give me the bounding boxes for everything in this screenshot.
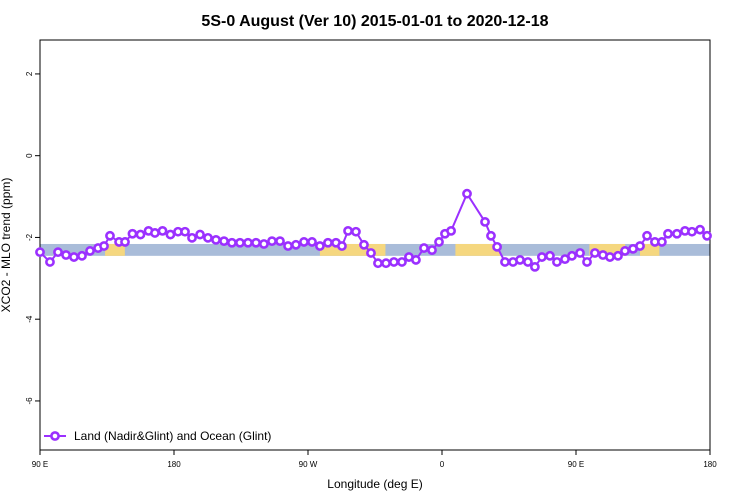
data-point: [530, 261, 540, 272]
data-point: [515, 255, 525, 265]
data-point: [195, 229, 205, 240]
data-point: [259, 239, 269, 249]
y-tick-label: -2: [25, 233, 34, 241]
data-point: [419, 243, 429, 253]
data-point: [486, 230, 496, 241]
data-point: [120, 237, 130, 247]
data-point: [389, 257, 399, 267]
y-tick-label: -6: [25, 397, 34, 405]
legend-entry: Land (Nadir&Glint) and Ocean (Glint): [44, 429, 271, 443]
data-point: [135, 229, 146, 240]
data-point: [663, 228, 673, 239]
land-span: [319, 243, 386, 256]
data-point: [687, 226, 697, 237]
data-point: [567, 250, 577, 261]
x-tick-label: 90 E: [32, 460, 48, 469]
y-tick-label: -4: [25, 315, 34, 323]
data-point: [590, 248, 600, 258]
data-point: [187, 232, 197, 243]
data-point: [635, 241, 645, 251]
data-point: [99, 241, 109, 251]
data-point: [315, 241, 325, 251]
data-point: [446, 225, 456, 236]
chart-title: 5S-0 August (Ver 10) 2015-01-01 to 2020-…: [201, 13, 548, 30]
x-tick-label: 90 W: [299, 460, 318, 469]
data-point: [500, 257, 510, 267]
data-point: [427, 245, 437, 256]
data-point: [283, 241, 293, 251]
data-point: [351, 226, 361, 237]
data-point: [492, 241, 502, 252]
y-axis-label: XCO2 - MLO trend (ppm): [0, 178, 13, 313]
data-point: [251, 237, 261, 248]
data-point: [150, 228, 160, 238]
data-point: [523, 257, 533, 267]
data-point: [165, 229, 176, 240]
data-point: [366, 248, 376, 258]
legend-marker: [50, 431, 60, 441]
data-point: [411, 255, 421, 265]
data-point: [127, 228, 138, 239]
data-point: [545, 250, 555, 261]
data-point: [337, 241, 347, 251]
x-tick-label: 180: [167, 460, 181, 469]
land-span: [589, 243, 626, 256]
data-point: [53, 247, 63, 258]
data-point: [157, 225, 168, 236]
data-point: [462, 188, 472, 199]
data-point: [480, 217, 490, 227]
data-point: [267, 236, 277, 247]
data-point: [180, 226, 190, 237]
legend-label: Land (Nadir&Glint) and Ocean (Glint): [74, 429, 271, 443]
data-point: [105, 230, 115, 241]
x-axis-label: Longitude (deg E): [327, 477, 422, 491]
data-point: [575, 248, 585, 258]
data-point: [702, 230, 712, 241]
data-point: [672, 228, 682, 239]
data-point: [243, 237, 253, 248]
data-point: [605, 252, 615, 262]
data-point: [695, 224, 705, 235]
data-point: [323, 237, 333, 248]
data-point: [69, 252, 79, 262]
data-point: [620, 246, 630, 256]
data-point: [85, 246, 95, 256]
data-point: [613, 250, 623, 261]
data-point: [235, 237, 245, 248]
x-tick-label: 0: [440, 460, 445, 469]
data-point: [657, 237, 667, 247]
data-point: [434, 237, 444, 247]
data-point: [35, 247, 45, 258]
data-point: [275, 236, 285, 247]
data-point: [397, 257, 407, 267]
data-point: [227, 237, 237, 248]
data-point: [359, 239, 369, 250]
data-point: [61, 250, 71, 260]
data-point: [307, 237, 317, 247]
data-point: [219, 236, 229, 247]
data-point: [343, 225, 353, 236]
data-point: [77, 250, 87, 261]
x-tick-label: 90 E: [568, 460, 584, 469]
data-point: [552, 257, 562, 267]
data-point: [299, 237, 309, 247]
data-point: [373, 258, 383, 269]
y-tick-label: 0: [25, 153, 34, 158]
data-point: [203, 232, 213, 243]
land-span: [455, 243, 501, 256]
data-point: [45, 257, 55, 267]
data-point: [381, 258, 391, 269]
land-span: [640, 243, 660, 256]
plot-frame: [39, 39, 711, 451]
x-tick-label: 180: [703, 460, 717, 469]
data-point: [211, 234, 221, 245]
data-point: [582, 257, 592, 267]
data-point: [291, 239, 301, 250]
land-span: [105, 243, 125, 256]
data-point: [537, 252, 547, 262]
data-point: [642, 230, 652, 241]
y-tick-label: 2: [25, 71, 34, 76]
